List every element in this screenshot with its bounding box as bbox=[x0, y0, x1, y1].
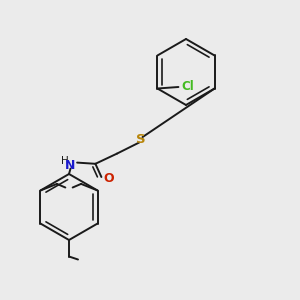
Text: N: N bbox=[65, 159, 76, 172]
Text: S: S bbox=[136, 133, 146, 146]
Text: H: H bbox=[61, 156, 69, 167]
Text: O: O bbox=[104, 172, 114, 185]
Text: Cl: Cl bbox=[182, 80, 194, 94]
